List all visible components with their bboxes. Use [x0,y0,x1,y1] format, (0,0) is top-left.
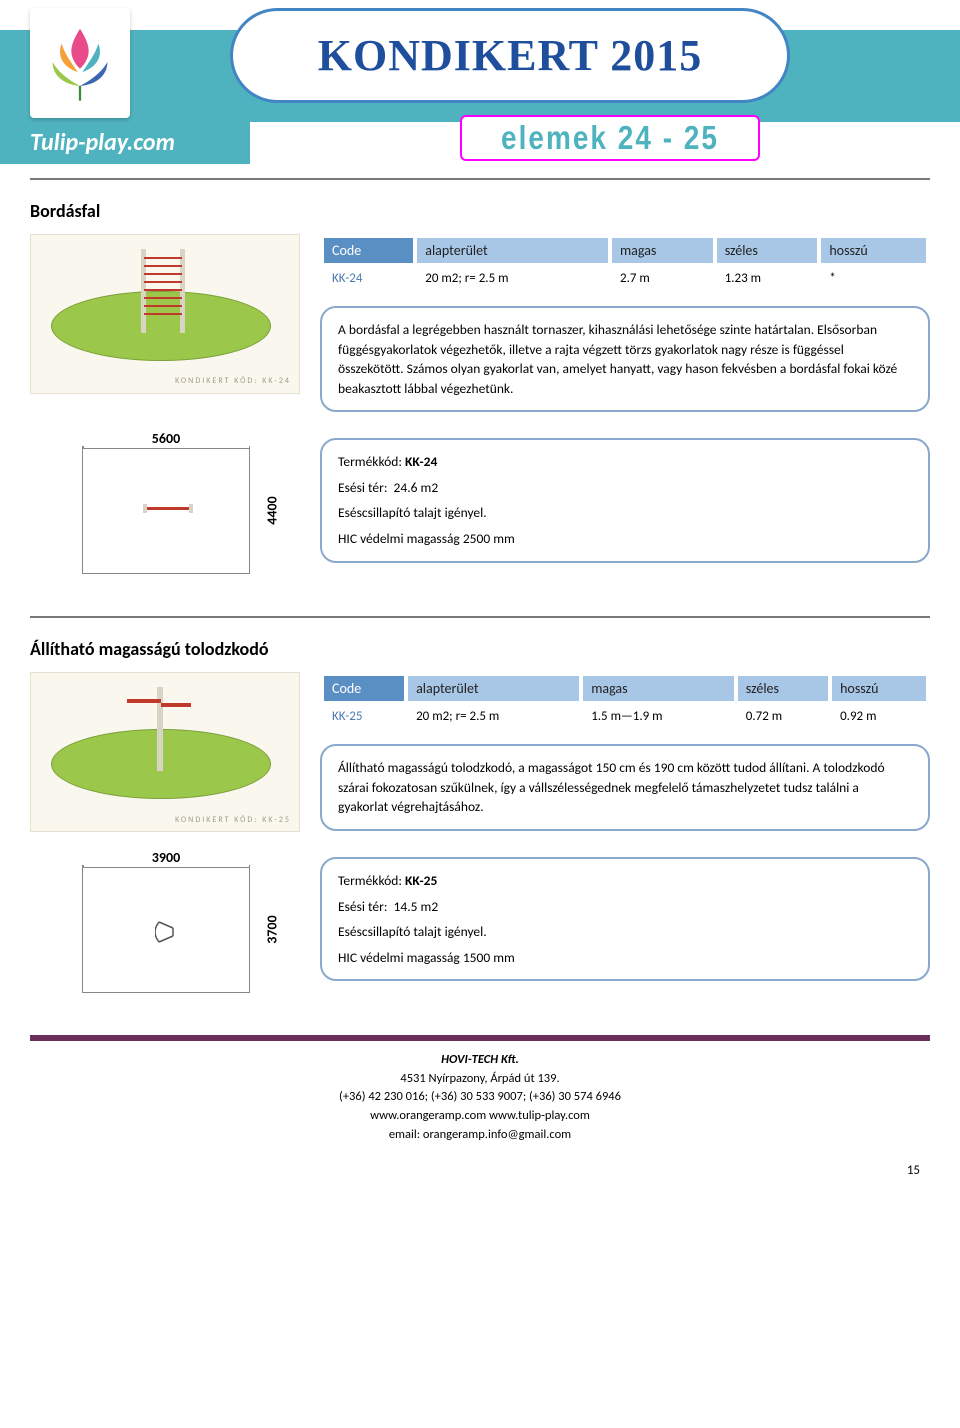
product1-image-label: KONDIKERT KÓD: KK-24 [175,377,291,387]
fall-value: 14.5 m2 [394,898,439,915]
td-length: * [821,267,926,290]
th-code: Code [324,676,404,701]
product1-spec-table: Code alapterület magas széles hosszú KK-… [320,234,930,294]
soil-note: Eséscsillapító talajt igényel. [338,922,912,942]
th-height: magas [583,676,734,701]
fall-value: 24.6 m2 [394,479,439,496]
th-area: alapterület [417,238,608,263]
td-area: 20 m2; r= 2.5 m [408,705,579,728]
elements-text: elemek 24 - 25 [501,119,719,157]
code-value: KK-25 [405,872,437,889]
footer-email: orangeramp.info@gmail.com [423,1127,571,1142]
page-header: KONDIKERT 2015 Tulip-play.com elemek 24 … [0,0,960,180]
footer-address: 4531 Nyírpazony, Árpád út 139. [0,1070,960,1089]
tulip-logo-icon [45,23,115,103]
section-divider [30,616,930,618]
fall-label: Esési tér: [338,479,387,496]
product2-spec-table: Code alapterület magas széles hosszú KK-… [320,672,930,732]
product1-spec-box: Termékkód: KK-24 Esési tér: 24.6 m2 Esés… [320,438,930,562]
product1-title: Bordásfal [30,200,930,222]
td-area: 20 m2; r= 2.5 m [417,267,608,290]
hic-note: HIC védelmi magasság 2500 mm [338,529,912,549]
product2-3d-image: KONDIKERT KÓD: KK-25 [30,672,300,832]
td-height: 2.7 m [612,267,713,290]
page-footer: HOVI-TECH Kft. 4531 Nyírpazony, Árpád út… [0,1051,960,1163]
footer-company: HOVI-TECH Kft. [0,1051,960,1070]
plan1-height: 4400 [264,497,281,525]
th-width: széles [717,238,818,263]
footer-phones: (+36) 42 230 016; (+36) 30 533 9007; (+3… [0,1088,960,1107]
product1-3d-image: KONDIKERT KÓD: KK-24 [30,234,300,394]
td-height: 1.5 m—1.9 m [583,705,734,728]
plan1-width: 5600 [82,430,250,447]
plan2-width: 3900 [82,849,250,866]
title-badge: KONDIKERT 2015 [230,8,790,103]
th-area: alapterület [408,676,579,701]
td-code: KK-24 [324,267,413,290]
code-label: Termékkód: [338,872,402,889]
footer-web: www.orangeramp.com www.tulip-play.com [0,1107,960,1126]
th-length: hosszú [821,238,926,263]
code-value: KK-24 [405,453,437,470]
product2-description: Állítható magasságú tolodzkodó, a magass… [320,744,930,831]
product2-title: Állítható magasságú tolodzkodó [30,638,930,660]
page-number: 15 [0,1163,960,1188]
td-width: 1.23 m [717,267,818,290]
site-label: Tulip-play.com [30,128,175,157]
product1-description: A bordásfal a legrégebben használt torna… [320,306,930,412]
plan2-height: 3700 [264,915,281,943]
product2-spec-box: Termékkód: KK-25 Esési tér: 14.5 m2 Esés… [320,857,930,981]
td-code: KK-25 [324,705,404,728]
td-width: 0.72 m [738,705,828,728]
soil-note: Eséscsillapító talajt igényel. [338,503,912,523]
th-length: hosszú [832,676,926,701]
dip-plan-icon [155,920,181,944]
hic-note: HIC védelmi magasság 1500 mm [338,948,912,968]
elements-badge: elemek 24 - 25 [460,115,760,161]
th-height: magas [612,238,713,263]
product2-plan-image: 3900 3700 [30,857,300,1007]
product2-image-label: KONDIKERT KÓD: KK-25 [175,816,291,826]
logo [30,8,130,118]
page-title: KONDIKERT 2015 [318,30,702,81]
footer-email-label: email: [389,1127,420,1142]
th-code: Code [324,238,413,263]
code-label: Termékkód: [338,453,402,470]
fall-label: Esési tér: [338,898,387,915]
td-length: 0.92 m [832,705,926,728]
header-rule [30,178,930,180]
footer-bar [30,1035,930,1041]
product1-plan-image: 5600 4400 [30,438,300,588]
th-width: széles [738,676,828,701]
